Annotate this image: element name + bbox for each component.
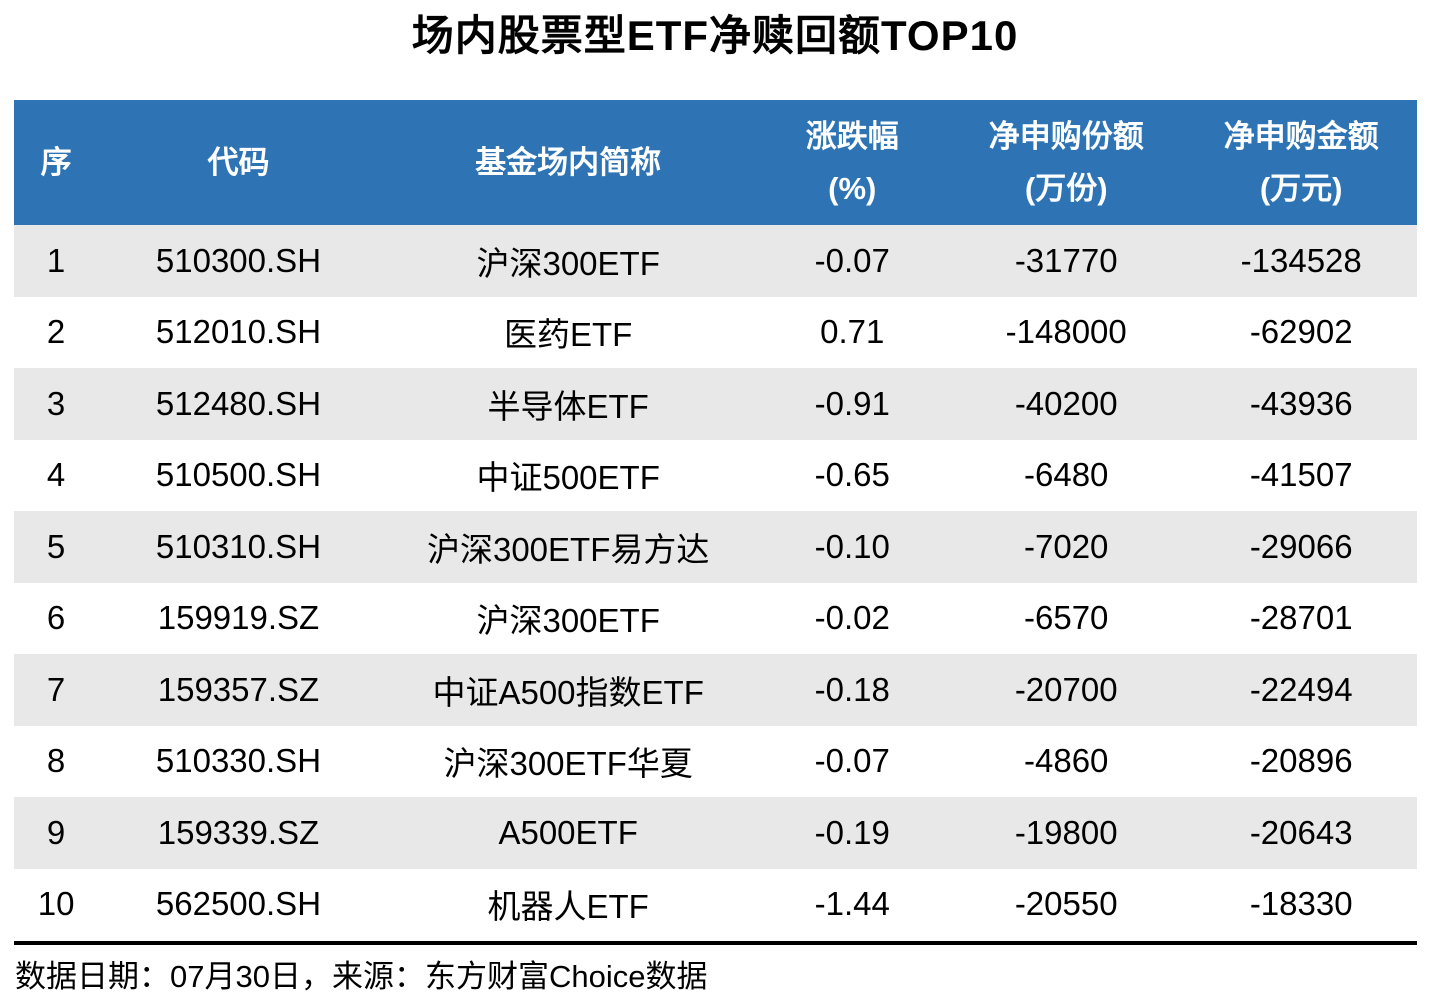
col-header-label: 代码 bbox=[207, 144, 270, 180]
fund-name-cell: 半导体ETF bbox=[487, 387, 649, 425]
net-shares-cell: -40200 bbox=[1014, 384, 1118, 422]
rank-cell: 2 bbox=[46, 313, 66, 351]
fund-name-cell: 沪深300ETF bbox=[476, 244, 660, 282]
fund-name-cell: 中证A500指数ETF bbox=[432, 673, 704, 711]
col-header-net-amount: 净申购金额 (万元) bbox=[1185, 100, 1416, 225]
col-header-unit: (万份) bbox=[1024, 170, 1108, 206]
rank-cell: 1 bbox=[46, 241, 66, 279]
code-cell: 562500.SH bbox=[155, 885, 322, 923]
change-pct-cell: 0.71 bbox=[820, 313, 885, 351]
change-pct-cell: -0.65 bbox=[814, 456, 890, 494]
table-row: 3 512480.SH 半导体ETF -0.91 -40200 -43936 bbox=[14, 368, 1417, 440]
etf-table: 序代码 基金场内简称 涨跌幅 (%) 净申购份额 (万份) 净申购金额 (万元) 1 51030… bbox=[14, 100, 1417, 940]
rank-cell: 6 bbox=[46, 599, 66, 637]
col-header-change-pct: 涨跌幅 (%) bbox=[758, 100, 947, 225]
change-pct-cell: -0.02 bbox=[814, 599, 890, 637]
net-amount-cell: -134528 bbox=[1240, 241, 1362, 279]
net-shares-cell: -6480 bbox=[1024, 456, 1109, 494]
table-row: 6 159919.SZ 沪深300ETF -0.02 -6570 -28701 bbox=[14, 582, 1417, 654]
net-amount-cell: -41507 bbox=[1249, 456, 1353, 494]
col-header-unit: (万元) bbox=[1259, 170, 1343, 206]
table-row: 1 510300.SH 沪深300ETF -0.07 -31770 -134528 bbox=[14, 225, 1417, 297]
net-shares-cell: -6570 bbox=[1024, 599, 1109, 637]
rank-cell: 5 bbox=[46, 527, 66, 565]
change-pct-cell: -0.07 bbox=[814, 241, 890, 279]
net-amount-cell: -22494 bbox=[1249, 670, 1353, 708]
table-row: 4 510500.SH 中证500ETF -0.65 -6480 -41507 bbox=[14, 439, 1417, 511]
net-amount-cell: -20896 bbox=[1249, 742, 1353, 780]
net-amount-cell: -18330 bbox=[1249, 885, 1353, 923]
col-header-label: 涨跌幅 bbox=[805, 118, 899, 154]
fund-name-cell: 沪深300ETF bbox=[476, 602, 660, 640]
table-row: 9 159339.SZ A500ETF -0.19 -19800 -20643 bbox=[14, 797, 1417, 869]
net-amount-cell: -28701 bbox=[1249, 599, 1353, 637]
table-row: 2 512010.SH 医药ETF 0.71 -148000 -62902 bbox=[14, 296, 1417, 368]
net-shares-cell: -7020 bbox=[1024, 527, 1109, 565]
net-amount-cell: -20643 bbox=[1249, 813, 1353, 851]
code-cell: 512010.SH bbox=[155, 313, 322, 351]
change-pct-cell: -0.18 bbox=[814, 670, 890, 708]
code-cell: 510500.SH bbox=[155, 456, 322, 494]
change-pct-cell: -1.44 bbox=[814, 885, 890, 923]
col-header-label: 净申购金额 bbox=[1223, 118, 1379, 154]
rank-cell: 7 bbox=[46, 670, 66, 708]
net-shares-cell: -20550 bbox=[1014, 885, 1118, 923]
change-pct-cell: -0.19 bbox=[814, 813, 890, 851]
table-row: 5 510310.SH 沪深300ETF易方达 -0.10 -7020 -29066 bbox=[14, 511, 1417, 583]
code-cell: 159339.SZ bbox=[157, 813, 320, 851]
fund-name-cell: 医药ETF bbox=[504, 316, 633, 354]
col-header-fund-name: 基金场内简称 bbox=[379, 100, 758, 225]
net-shares-cell: -19800 bbox=[1014, 813, 1118, 851]
code-cell: 159919.SZ bbox=[157, 599, 320, 637]
table-header-row: 序 代码 基金场内简称 涨跌幅 (%) 净申购份额 (万份) 净申购金额 (万元) bbox=[14, 100, 1417, 225]
rank-cell: 9 bbox=[46, 813, 66, 851]
net-amount-cell: -29066 bbox=[1249, 527, 1353, 565]
change-pct-cell: -0.10 bbox=[814, 527, 890, 565]
footer-divider bbox=[14, 941, 1417, 945]
rank-cell: 10 bbox=[37, 885, 75, 923]
source-note: 数据日期：07月30日，来源：东方财富Choice数据 bbox=[15, 959, 708, 994]
code-cell: 510310.SH bbox=[155, 527, 322, 565]
net-shares-cell: -148000 bbox=[1005, 313, 1127, 351]
code-cell: 510300.SH bbox=[155, 241, 322, 279]
col-header-unit: (%) bbox=[828, 170, 877, 206]
net-shares-cell: -4860 bbox=[1024, 742, 1109, 780]
change-pct-cell: -0.91 bbox=[814, 384, 890, 422]
net-amount-cell: -43936 bbox=[1249, 384, 1353, 422]
page-title: 场内股票型ETF净赎回额TOP10 bbox=[411, 12, 1019, 59]
fund-name-cell: 沪深300ETF易方达 bbox=[426, 530, 710, 568]
table-row: 7 159357.SZ 中证A500指数ETF -0.18 -20700 -22494 bbox=[14, 654, 1417, 726]
fund-name-cell: 机器人ETF bbox=[487, 888, 649, 926]
rank-cell: 3 bbox=[46, 384, 66, 422]
net-shares-cell: -31770 bbox=[1014, 241, 1118, 279]
col-header-label: 基金场内简称 bbox=[475, 144, 662, 180]
fund-name-cell: A500ETF bbox=[498, 813, 638, 851]
col-header-code: 代码 bbox=[98, 100, 379, 225]
fund-name-cell: 沪深300ETF华夏 bbox=[443, 745, 693, 783]
col-header-rank: 序 bbox=[14, 100, 98, 225]
code-cell: 512480.SH bbox=[155, 384, 322, 422]
table-row: 8 510330.SH 沪深300ETF华夏 -0.07 -4860 -20896 bbox=[14, 725, 1417, 797]
col-header-net-shares: 净申购份额 (万份) bbox=[947, 100, 1186, 225]
table-body: 1 510300.SH 沪深300ETF -0.07 -31770 -134528 2 512… bbox=[14, 225, 1417, 940]
code-cell: 510330.SH bbox=[155, 742, 322, 780]
code-cell: 159357.SZ bbox=[157, 670, 320, 708]
rank-cell: 8 bbox=[46, 742, 66, 780]
col-header-label: 净申购份额 bbox=[988, 118, 1144, 154]
rank-cell: 4 bbox=[46, 456, 66, 494]
col-header-label: 序 bbox=[40, 144, 72, 180]
change-pct-cell: -0.07 bbox=[814, 742, 890, 780]
net-shares-cell: -20700 bbox=[1014, 670, 1118, 708]
table-row: 10 562500.SH 机器人ETF -1.44 -20550 -18330 bbox=[14, 868, 1417, 940]
net-amount-cell: -62902 bbox=[1249, 313, 1353, 351]
fund-name-cell: 中证500ETF bbox=[476, 459, 660, 497]
